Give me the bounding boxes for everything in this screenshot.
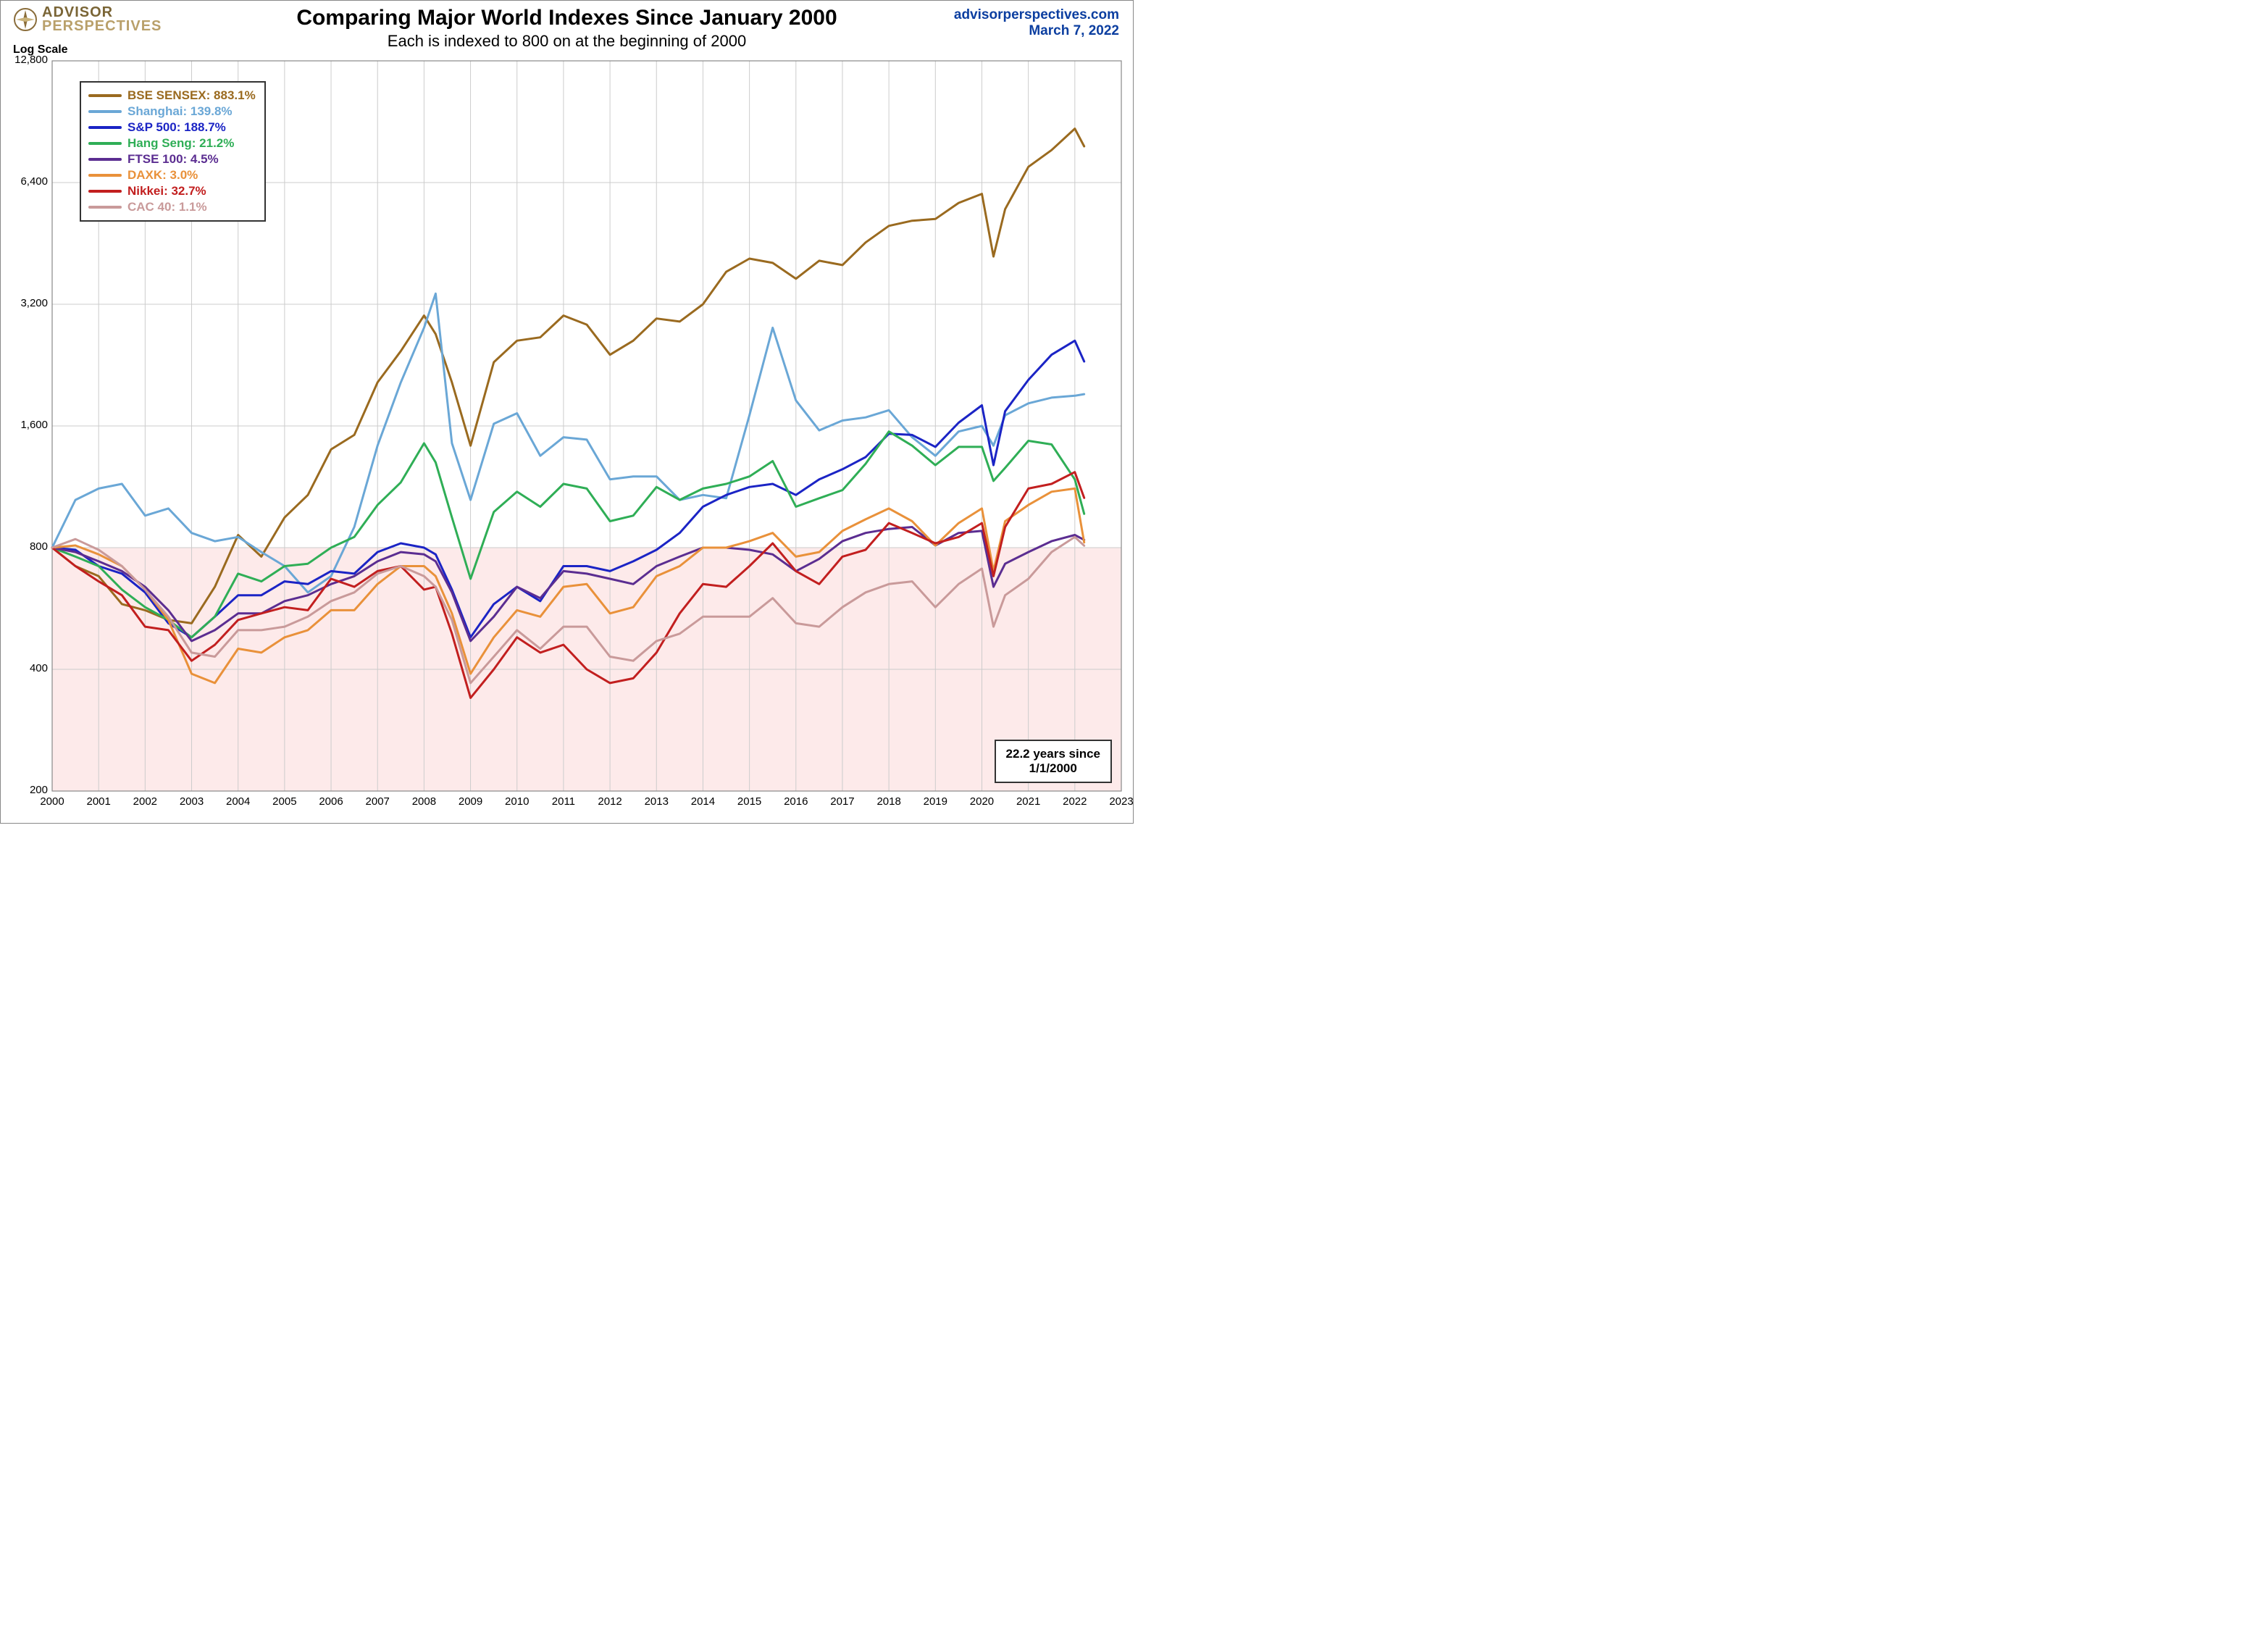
x-tick-label: 2007 xyxy=(363,795,392,808)
legend-label: Shanghai: 139.8% xyxy=(127,104,233,119)
legend-swatch xyxy=(88,158,122,161)
x-tick-label: 2018 xyxy=(874,795,903,808)
x-tick-label: 2006 xyxy=(317,795,346,808)
legend-item-cac: CAC 40: 1.1% xyxy=(88,200,256,214)
legend-swatch xyxy=(88,126,122,129)
x-tick-label: 2004 xyxy=(224,795,253,808)
legend-swatch xyxy=(88,94,122,97)
x-tick-label: 2010 xyxy=(503,795,532,808)
legend-swatch xyxy=(88,174,122,177)
legend-label: Hang Seng: 21.2% xyxy=(127,136,234,151)
x-tick-label: 2012 xyxy=(595,795,624,808)
y-tick-label: 12,800 xyxy=(14,54,48,66)
x-tick-label: 2016 xyxy=(782,795,811,808)
legend-label: DAXK: 3.0% xyxy=(127,168,198,183)
legend-item-ftse: FTSE 100: 4.5% xyxy=(88,152,256,167)
x-tick-label: 2009 xyxy=(456,795,485,808)
y-tick-label: 200 xyxy=(30,784,48,796)
note-box: 22.2 years since 1/1/2000 xyxy=(995,740,1112,783)
note-line-1: 22.2 years since xyxy=(1006,747,1100,761)
legend-label: BSE SENSEX: 883.1% xyxy=(127,88,256,103)
legend-item-nikkei: Nikkei: 32.7% xyxy=(88,184,256,198)
y-tick-label: 3,200 xyxy=(20,297,48,309)
legend-label: Nikkei: 32.7% xyxy=(127,184,206,198)
legend-label: FTSE 100: 4.5% xyxy=(127,152,219,167)
y-tick-label: 400 xyxy=(30,662,48,674)
x-tick-label: 2011 xyxy=(549,795,578,808)
x-tick-label: 2014 xyxy=(688,795,717,808)
x-tick-label: 2021 xyxy=(1014,795,1043,808)
x-tick-label: 2013 xyxy=(642,795,671,808)
chart-title: Comparing Major World Indexes Since Janu… xyxy=(0,6,1134,30)
x-tick-label: 2020 xyxy=(967,795,996,808)
x-tick-label: 2019 xyxy=(921,795,950,808)
legend-swatch xyxy=(88,110,122,113)
x-tick-label: 2003 xyxy=(177,795,206,808)
legend-item-hangseng: Hang Seng: 21.2% xyxy=(88,136,256,151)
legend-label: S&P 500: 188.7% xyxy=(127,120,226,135)
x-tick-label: 2023 xyxy=(1107,795,1136,808)
x-tick-label: 2000 xyxy=(38,795,67,808)
legend-label: CAC 40: 1.1% xyxy=(127,200,207,214)
legend-item-sensex: BSE SENSEX: 883.1% xyxy=(88,88,256,103)
y-tick-label: 800 xyxy=(30,540,48,553)
legend-item-shanghai: Shanghai: 139.8% xyxy=(88,104,256,119)
x-tick-label: 2002 xyxy=(130,795,159,808)
x-tick-label: 2022 xyxy=(1060,795,1089,808)
x-tick-label: 2005 xyxy=(270,795,299,808)
y-tick-label: 6,400 xyxy=(20,175,48,188)
x-tick-label: 2015 xyxy=(735,795,764,808)
legend-box: BSE SENSEX: 883.1%Shanghai: 139.8%S&P 50… xyxy=(80,81,266,222)
x-tick-label: 2008 xyxy=(409,795,438,808)
legend-item-sp500: S&P 500: 188.7% xyxy=(88,120,256,135)
x-tick-label: 2001 xyxy=(84,795,113,808)
x-tick-label: 2017 xyxy=(828,795,857,808)
legend-swatch xyxy=(88,206,122,209)
y-tick-label: 1,600 xyxy=(20,419,48,431)
chart-subtitle: Each is indexed to 800 on at the beginni… xyxy=(0,32,1134,51)
chart-frame: ADVISOR PERSPECTIVES advisorperspectives… xyxy=(0,0,1134,824)
note-line-2: 1/1/2000 xyxy=(1006,761,1100,776)
legend-item-daxk: DAXK: 3.0% xyxy=(88,168,256,183)
legend-swatch xyxy=(88,142,122,145)
legend-swatch xyxy=(88,190,122,193)
